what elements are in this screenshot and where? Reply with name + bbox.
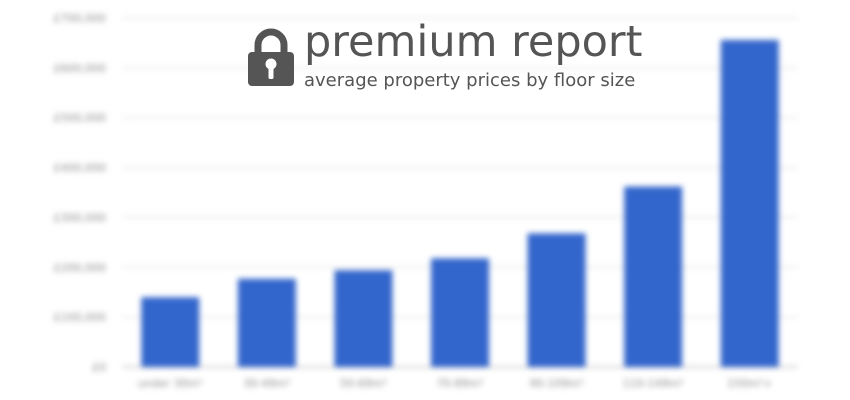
chart-bar bbox=[527, 233, 586, 367]
x-tick-label: 90-109m² bbox=[530, 377, 584, 390]
chart-bar bbox=[431, 258, 489, 367]
x-tick-label: 110-149m² bbox=[623, 377, 684, 390]
y-tick-label: £100,000 bbox=[54, 311, 107, 324]
y-tick-label: £700,000 bbox=[54, 12, 107, 25]
chart-bar bbox=[720, 39, 779, 368]
chart-gridlines bbox=[122, 17, 798, 368]
x-tick-label: 70-89m² bbox=[436, 377, 483, 390]
chart-bar bbox=[237, 278, 296, 367]
premium-overlay: premium report average property prices b… bbox=[246, 17, 676, 94]
premium-report-title: premium report bbox=[304, 17, 643, 67]
x-tick-label: 50-69m² bbox=[340, 377, 387, 390]
chart-bar bbox=[141, 297, 200, 367]
x-tick-label: under 30m² bbox=[138, 377, 203, 390]
x-tick-label: 150m²+ bbox=[727, 377, 772, 390]
y-tick-label: £200,000 bbox=[54, 261, 107, 274]
premium-report-subtitle: average property prices by floor size bbox=[304, 70, 636, 91]
lock-icon bbox=[248, 28, 294, 86]
y-tick-label: £600,000 bbox=[54, 62, 107, 75]
y-tick-label: £0 bbox=[92, 361, 106, 374]
y-axis-ticks: £0 £100,000 £200,000 £300,000 £400,000 £500,0… bbox=[54, 12, 107, 374]
x-tick-label: 30-49m² bbox=[243, 377, 290, 390]
y-tick-label: £300,000 bbox=[54, 211, 107, 224]
chart-bars bbox=[141, 39, 779, 368]
chart-bar bbox=[334, 270, 393, 367]
y-tick-label: £500,000 bbox=[54, 112, 107, 125]
chart-bar bbox=[624, 186, 683, 367]
y-tick-label: £400,000 bbox=[54, 162, 107, 175]
x-axis-ticks: under 30m² 30-49m² 50-69m² 70-89m² 90-109m² 1… bbox=[138, 377, 773, 390]
